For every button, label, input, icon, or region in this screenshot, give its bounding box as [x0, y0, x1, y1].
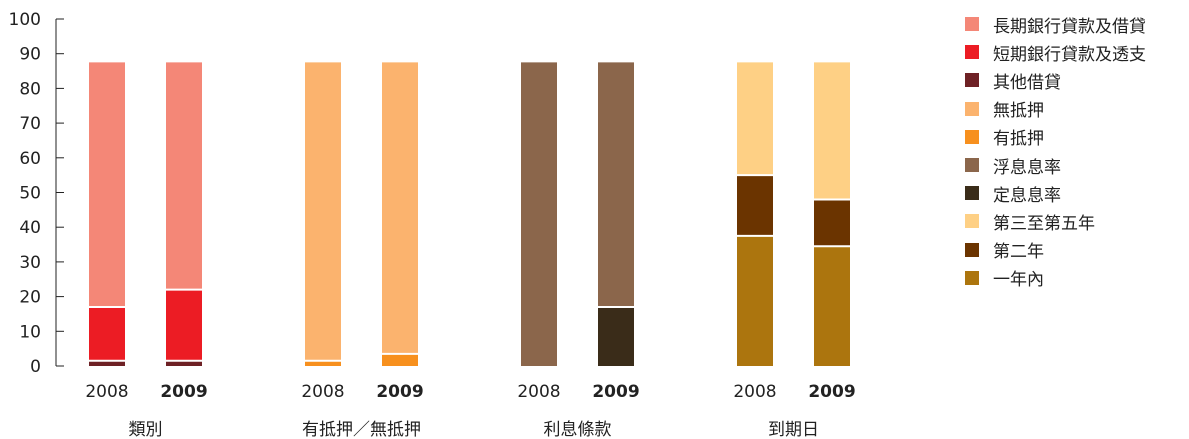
year-label: 2008	[85, 382, 128, 402]
legend-label: 其他借貸	[993, 72, 1061, 93]
legend-label: 浮息息率	[993, 157, 1061, 178]
bar-group	[737, 62, 850, 366]
group-label: 到期日	[768, 420, 819, 439]
legend-item: 定息息率	[965, 179, 1146, 207]
legend: 長期銀行貸款及借貸 短期銀行貸款及透支 其他借貸無抵押有抵押浮息息率定息息率第三至第…	[965, 10, 1146, 292]
legend-item: 有抵押	[965, 123, 1146, 151]
legend-label: 有抵押	[993, 129, 1044, 150]
legend-swatch	[965, 17, 979, 32]
legend-label: 第三至第五年	[993, 213, 1095, 234]
legend-label: 一年內	[993, 270, 1044, 291]
legend-item: 短期銀行貸款及透支	[965, 38, 1146, 66]
legend-item: 長期銀行貸款及借貸	[965, 10, 1146, 38]
legend-swatch	[965, 270, 979, 285]
bar-segment	[305, 62, 341, 361]
bar-segment	[737, 235, 773, 366]
year-label: 2008	[517, 382, 560, 402]
y-tick-label: 10	[19, 322, 41, 342]
bar-segment	[521, 62, 557, 366]
bar-segment	[166, 62, 202, 290]
bar-group	[89, 62, 202, 366]
legend-swatch	[965, 73, 979, 88]
legend-swatch	[965, 242, 979, 257]
bar-group	[305, 62, 418, 366]
year-label: 2009	[592, 382, 639, 402]
y-tick-label: 90	[19, 45, 41, 65]
bar-segment	[737, 62, 773, 176]
bar-segment	[89, 360, 125, 366]
legend-label: 無抵押	[993, 101, 1044, 122]
y-axis: 0 10 20 30 40 50 60 70 80 90 100	[9, 10, 64, 377]
legend-label: 短期銀行貸款及透支	[993, 44, 1146, 65]
y-tick-label: 30	[19, 253, 41, 273]
group-label: 有抵押／無抵押	[302, 420, 421, 439]
year-label: 2008	[733, 382, 776, 402]
bar-segment	[166, 289, 202, 361]
legend-label: 長期銀行貸款及借貸	[993, 16, 1146, 37]
legend-swatch	[965, 129, 979, 144]
bars	[89, 62, 850, 366]
y-tick-label: 20	[19, 288, 41, 308]
legend-item: 無抵押	[965, 95, 1146, 123]
bar-segment	[89, 307, 125, 361]
legend-swatch	[965, 186, 979, 201]
year-label: 2008	[301, 382, 344, 402]
year-label: 2009	[376, 382, 423, 402]
bar-segment	[737, 175, 773, 236]
y-tick-label: 60	[19, 149, 41, 169]
legend-item: 第二年	[965, 236, 1146, 264]
y-tick-label: 50	[19, 184, 41, 204]
y-tick-label: 0	[30, 357, 41, 377]
legend-label: 定息息率	[993, 185, 1061, 206]
bar-group	[521, 62, 634, 366]
group-label: 類別	[129, 420, 163, 439]
bar-segment	[305, 360, 341, 366]
legend-swatch	[965, 101, 979, 116]
bar-segment	[814, 62, 850, 200]
year-label: 2009	[808, 382, 855, 402]
legend-swatch	[965, 158, 979, 173]
bar-segment	[814, 199, 850, 247]
legend-item: 浮息息率	[965, 151, 1146, 179]
y-tick-label: 80	[19, 79, 41, 99]
legend-item: 第三至第五年	[965, 207, 1146, 235]
group-label: 利息條款	[544, 420, 612, 439]
legend-swatch	[965, 45, 979, 60]
y-tick-label: 100	[9, 10, 41, 30]
y-tick-label: 40	[19, 218, 41, 238]
legend-swatch	[965, 214, 979, 229]
bar-segment	[814, 246, 850, 366]
year-label: 2009	[160, 382, 207, 402]
bar-segment	[89, 62, 125, 308]
bar-segment	[382, 62, 418, 354]
bar-segment	[166, 360, 202, 366]
y-tick-label: 70	[19, 114, 41, 134]
bar-segment	[598, 62, 634, 308]
legend-item: 其他借貸	[965, 66, 1146, 94]
legend-item: 一年內	[965, 264, 1146, 292]
bar-segment	[598, 307, 634, 366]
legend-label: 第二年	[993, 242, 1044, 263]
bar-segment	[382, 353, 418, 366]
